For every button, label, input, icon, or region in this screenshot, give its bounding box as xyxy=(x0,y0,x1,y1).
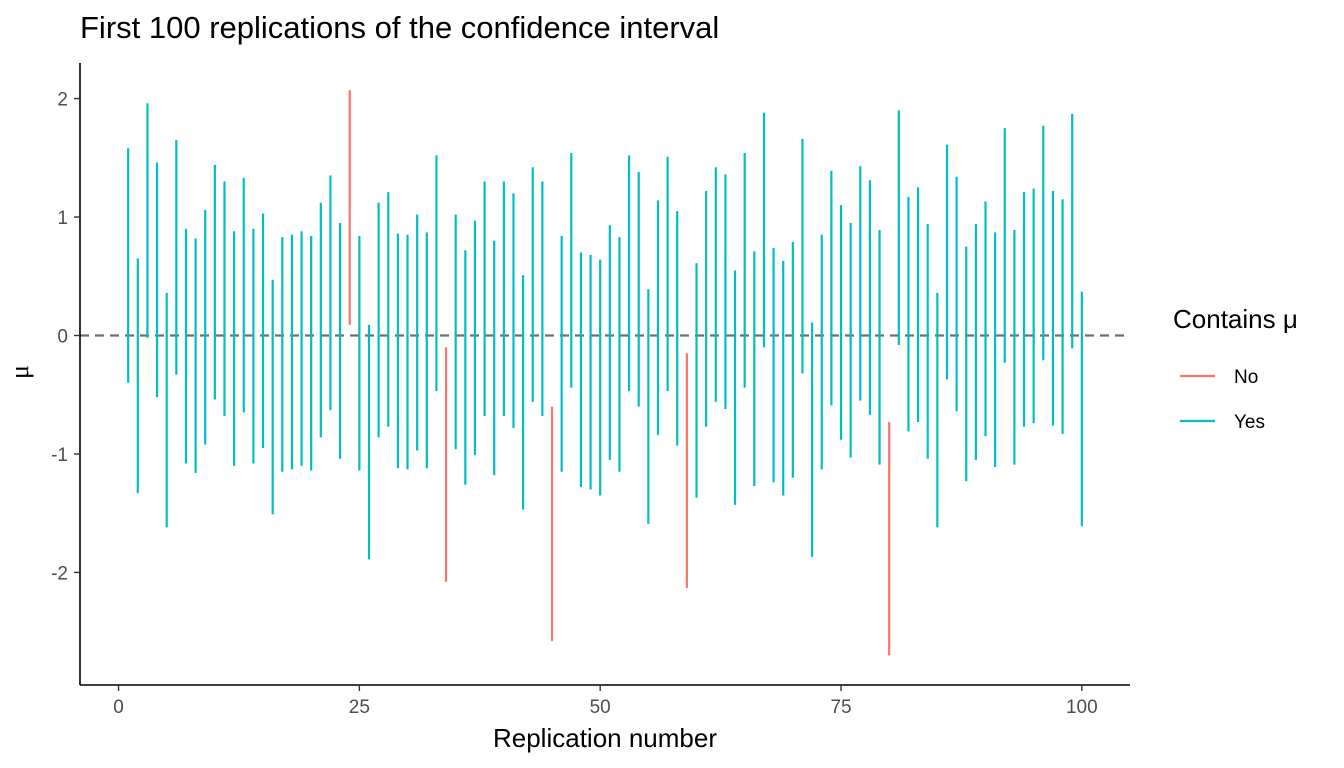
legend-label-no: No xyxy=(1234,367,1258,388)
x-tick-label: 0 xyxy=(113,697,124,718)
y-tick-label: 1 xyxy=(57,208,68,229)
legend: Contains μ No Yes xyxy=(1173,304,1298,433)
y-axis: -2 -1 0 1 2 xyxy=(51,90,80,584)
chart-title: First 100 replications of the confidence… xyxy=(80,10,719,45)
y-tick-label: 2 xyxy=(57,90,68,111)
y-axis-title: μ xyxy=(5,365,34,379)
y-tick-label: 0 xyxy=(57,326,68,347)
x-tick-label: 100 xyxy=(1066,697,1098,718)
x-tick-label: 50 xyxy=(590,697,611,718)
x-axis-title: Replication number xyxy=(493,723,717,753)
y-tick-label: -1 xyxy=(51,445,68,466)
plot-area xyxy=(80,90,1130,656)
legend-items: No Yes xyxy=(1180,367,1265,433)
y-tick-label: -2 xyxy=(51,563,68,584)
x-axis: 0 25 50 75 100 xyxy=(113,685,1098,718)
x-tick-label: 25 xyxy=(349,697,370,718)
legend-label-yes: Yes xyxy=(1234,412,1265,433)
interval-layer xyxy=(127,90,1083,656)
legend-title: Contains μ xyxy=(1173,304,1298,334)
x-tick-label: 75 xyxy=(830,697,851,718)
